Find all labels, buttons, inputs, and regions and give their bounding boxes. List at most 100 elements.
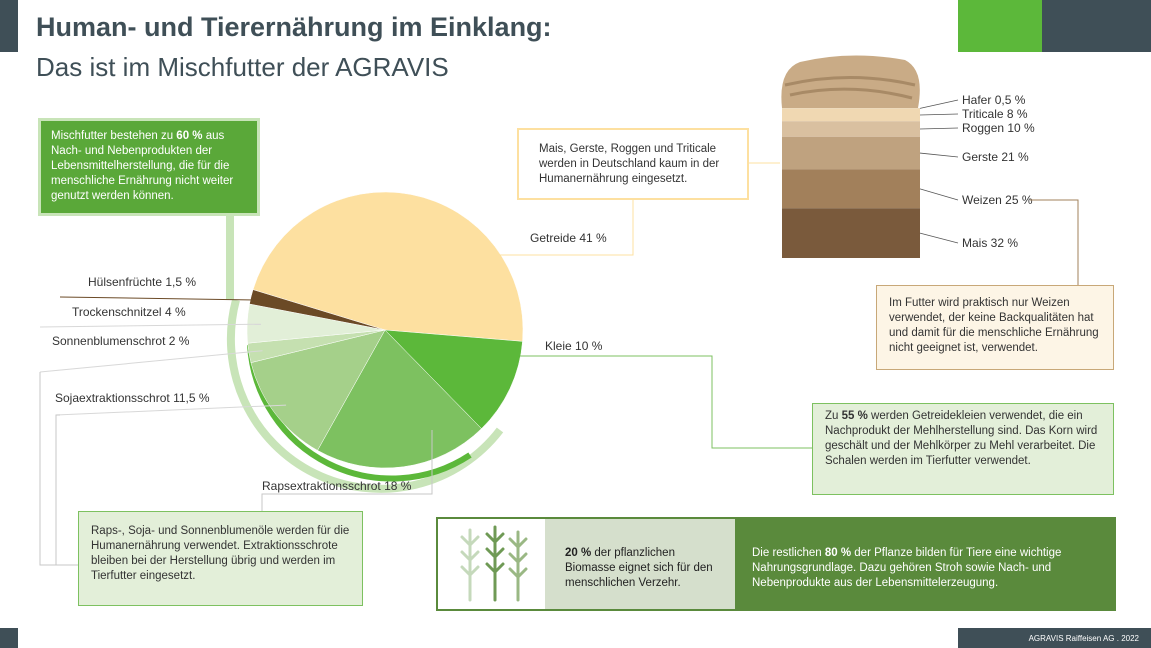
decor-line bbox=[460, 535, 480, 577]
decor-rect bbox=[0, 0, 18, 52]
decor bbox=[39, 162, 1079, 566]
grain-layer bbox=[782, 108, 920, 122]
leader-line bbox=[919, 127, 959, 130]
slice-label: Gerste 21 % bbox=[962, 150, 1029, 164]
leader-line bbox=[919, 188, 959, 201]
label-value: 8 % bbox=[1007, 107, 1028, 121]
slice-label: Hafer 0,5 % bbox=[962, 93, 1026, 107]
decor bbox=[460, 525, 528, 602]
decor-rect bbox=[0, 628, 18, 648]
label-category: Sonnenblumenschrot bbox=[52, 334, 169, 348]
slice-label: Weizen 25 % bbox=[962, 193, 1033, 207]
label-category: Roggen bbox=[962, 121, 1007, 135]
decor-rect bbox=[958, 0, 1042, 52]
leader-line bbox=[59, 296, 265, 301]
leader-line bbox=[39, 323, 261, 328]
slice-label: Triticale 8 % bbox=[962, 107, 1028, 121]
decor-line bbox=[1030, 199, 1079, 285]
label-value: 21 % bbox=[1001, 150, 1029, 164]
subtitle: Das ist im Mischfutter der AGRAVIS bbox=[36, 52, 449, 82]
decor bbox=[460, 528, 480, 602]
footer: AGRAVIS Raiffeisen AG . 2022 bbox=[1029, 634, 1140, 643]
decor bbox=[485, 525, 505, 602]
box-schrote: Raps-, Soja- und Sonnenblumenöle werden … bbox=[78, 511, 363, 606]
decor: 60 % bbox=[176, 130, 203, 142]
label-value: 4 % bbox=[165, 305, 186, 319]
grain-layer bbox=[782, 121, 920, 137]
leader-line bbox=[919, 113, 959, 116]
label-category: Kleie bbox=[545, 339, 575, 353]
sack-top bbox=[781, 55, 920, 108]
label-category: Mais bbox=[962, 236, 991, 250]
grain-layer bbox=[782, 136, 920, 170]
decor: 20 % bbox=[565, 547, 592, 559]
label-value: 11,5 % bbox=[173, 391, 210, 405]
box-kleie: Zu 55 % werden Getreidekleien verwendet,… bbox=[812, 403, 1114, 495]
label-category: Gerste bbox=[962, 150, 1001, 164]
label-value: 10 % bbox=[1007, 121, 1035, 135]
slice-label: Sojaextraktionsschrot 11,5 % bbox=[55, 391, 210, 405]
label-category: Sojaextraktionsschrot bbox=[55, 391, 173, 405]
pie-slice bbox=[249, 289, 386, 331]
slice-label: Trockenschnitzel 4 % bbox=[72, 305, 186, 319]
decor: aus Nach- und Nebenprodukten der Lebensm… bbox=[51, 130, 234, 202]
decor: der pflanzlichen Biomasse eignet sich fü… bbox=[565, 547, 713, 589]
label-value: 41 % bbox=[579, 231, 607, 245]
decor: Mischfutter bestehen zu bbox=[51, 130, 177, 142]
label-category: Triticale bbox=[962, 107, 1007, 121]
decor: 80 % bbox=[824, 547, 852, 559]
label-category: Weizen bbox=[962, 193, 1005, 207]
decor-line bbox=[226, 298, 504, 493]
decor-rect bbox=[436, 517, 1116, 611]
decor: Die restlichen bbox=[752, 547, 825, 559]
sack-rope bbox=[784, 76, 916, 100]
decor-line bbox=[261, 430, 433, 511]
label-value: 0,5 % bbox=[995, 93, 1026, 107]
decor: 55 % bbox=[841, 410, 868, 422]
leader-line bbox=[919, 99, 959, 109]
slice-label: Roggen 10 % bbox=[962, 121, 1035, 135]
decor-rect bbox=[958, 628, 1151, 648]
decor: Getreide 41 % Kleie 10 % Rapsextraktionssc… bbox=[39, 191, 607, 493]
label-category: Hafer bbox=[962, 93, 995, 107]
decor-line bbox=[55, 414, 78, 566]
slice-label: Getreide 41 % bbox=[530, 231, 607, 245]
pie-slice bbox=[250, 329, 386, 451]
title: Human- und Tierernährung im Einklang: bbox=[36, 12, 552, 42]
leader-line bbox=[39, 350, 263, 373]
grain-layer bbox=[782, 208, 920, 258]
decor-line bbox=[485, 532, 505, 574]
box-weizen: Im Futter wird praktisch nur Weizen verw… bbox=[876, 285, 1114, 370]
label-value: 10 % bbox=[575, 339, 603, 353]
leader-line bbox=[919, 232, 959, 244]
pie-slice bbox=[384, 329, 523, 430]
label-category: Hülsenfrüchte bbox=[88, 275, 165, 289]
slice-label: Kleie 10 % bbox=[545, 339, 603, 353]
decor: Hafer 0,5 %Triticale 8 %Roggen 10 % Gerst… bbox=[781, 55, 1035, 258]
decor-line bbox=[520, 355, 812, 449]
slice-label: Sonnenblumenschrot 2 % bbox=[52, 334, 190, 348]
box-mischfutter: Mischfutter bestehen zu 60 % aus Nach- u… bbox=[38, 118, 260, 216]
label-category: Getreide bbox=[530, 231, 579, 245]
leader-line bbox=[919, 152, 959, 158]
decor-rect bbox=[735, 519, 1114, 609]
box-biomasse: 20 % der pflanzlichen Biomasse eignet si… bbox=[555, 538, 725, 599]
box-getreide: Mais, Gerste, Roggen und Triticale werde… bbox=[517, 128, 749, 200]
pie-slice bbox=[317, 329, 482, 469]
slice-label: Hülsenfrüchte 1,5 % bbox=[88, 275, 196, 289]
decor: der Pflanze bilden für Tiere eine wichti… bbox=[752, 547, 1062, 589]
decor: Zu bbox=[825, 410, 842, 422]
decor-rect bbox=[1042, 0, 1151, 52]
decor: werden Getreidekleien verwendet, die ein… bbox=[825, 410, 1098, 467]
grain-layer bbox=[782, 169, 920, 209]
decor-line bbox=[39, 372, 78, 566]
decor-rect bbox=[545, 519, 735, 609]
box-rest: Die restlichen 80 % der Pflanze bilden f… bbox=[742, 538, 1107, 599]
label-value: 32 % bbox=[991, 236, 1019, 250]
label-value: 25 % bbox=[1005, 193, 1033, 207]
label-value: 18 % bbox=[384, 479, 412, 493]
decor bbox=[508, 530, 528, 602]
label-value: 2 % bbox=[169, 334, 190, 348]
